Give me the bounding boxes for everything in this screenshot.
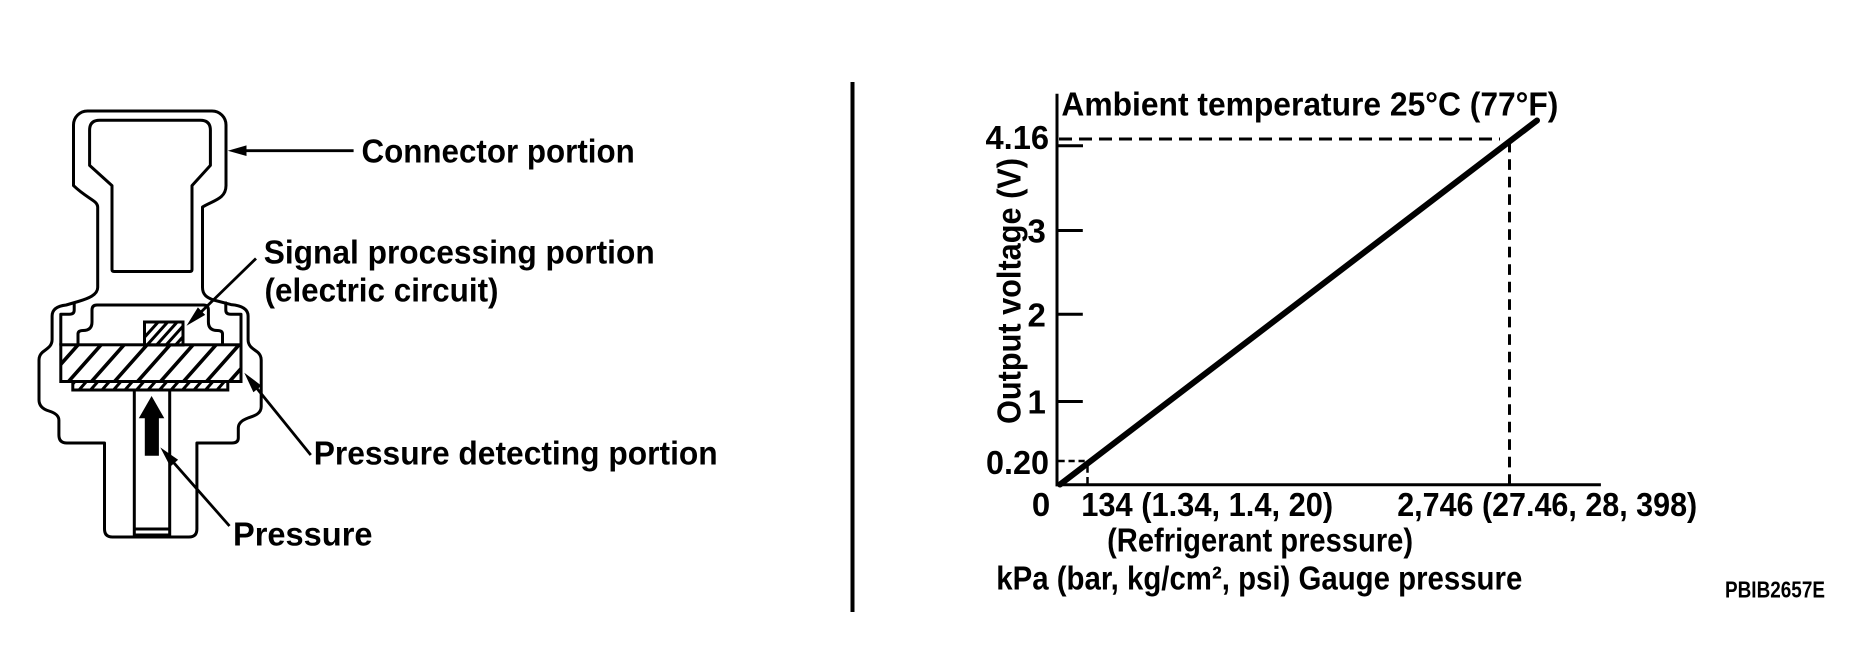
svg-text:PBIB2657E: PBIB2657E	[1725, 577, 1825, 603]
svg-text:0.20: 0.20	[986, 444, 1049, 481]
svg-text:Signal processing portion: Signal processing portion	[264, 234, 655, 271]
svg-text:134 (1.34, 1.4, 20): 134 (1.34, 1.4, 20)	[1081, 486, 1333, 523]
svg-text:Pressure: Pressure	[233, 515, 373, 552]
svg-text:0: 0	[1032, 486, 1050, 523]
svg-text:2: 2	[1028, 296, 1046, 333]
svg-text:(Refrigerant pressure): (Refrigerant pressure)	[1107, 521, 1413, 558]
svg-text:4.16: 4.16	[986, 119, 1050, 156]
svg-text:2,746 (27.46, 28, 398): 2,746 (27.46, 28, 398)	[1397, 486, 1697, 523]
svg-text:Connector portion: Connector portion	[362, 133, 635, 170]
svg-text:(electric circuit): (electric circuit)	[265, 271, 499, 308]
svg-text:Output voltage (V): Output voltage (V)	[991, 158, 1028, 424]
svg-text:Ambient temperature 25°C (77°F: Ambient temperature 25°C (77°F)	[1061, 86, 1558, 123]
svg-text:kPa (bar, kg/cm², psi) Gauge p: kPa (bar, kg/cm², psi) Gauge pressure	[996, 560, 1522, 597]
svg-text:Pressure detecting portion: Pressure detecting portion	[314, 435, 718, 472]
svg-text:3: 3	[1028, 213, 1046, 250]
svg-text:1: 1	[1028, 384, 1046, 421]
